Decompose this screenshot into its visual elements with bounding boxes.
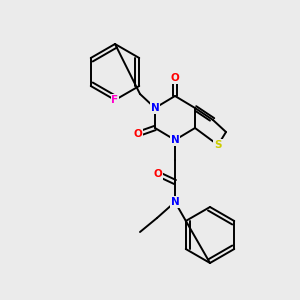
Text: N: N — [171, 135, 179, 145]
Text: O: O — [171, 73, 179, 83]
Text: O: O — [134, 129, 142, 139]
Text: F: F — [111, 95, 118, 105]
Text: O: O — [154, 169, 162, 179]
Text: N: N — [151, 103, 159, 113]
Text: S: S — [214, 140, 222, 150]
Text: N: N — [171, 197, 179, 207]
